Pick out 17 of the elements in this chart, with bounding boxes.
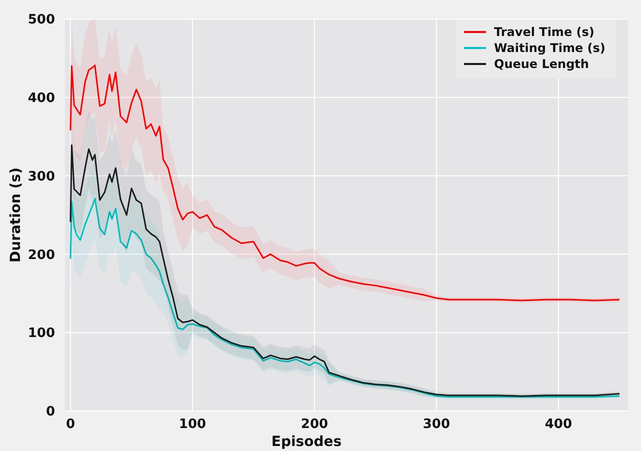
line-series bbox=[70, 198, 620, 398]
x-tick-label: 300 bbox=[422, 417, 450, 432]
y-axis-title: Duration (s) bbox=[8, 167, 24, 263]
x-tick-label: 0 bbox=[66, 417, 76, 432]
x-tick-label: 100 bbox=[178, 417, 206, 432]
y-tick-label: 200 bbox=[28, 248, 55, 263]
legend-label: Queue Length bbox=[494, 57, 589, 72]
x-tick-label: 400 bbox=[544, 417, 572, 432]
legend-label: Travel Time (s) bbox=[494, 25, 594, 40]
y-tick-label: 500 bbox=[28, 12, 55, 28]
x-tick-label: 200 bbox=[300, 417, 328, 432]
x-axis-title: Episodes bbox=[271, 434, 342, 450]
y-tick-label: 0 bbox=[46, 404, 55, 420]
y-tick-label: 400 bbox=[28, 90, 55, 106]
y-tick-label: 100 bbox=[28, 326, 55, 342]
y-tick-label: 300 bbox=[28, 169, 55, 184]
legend-label: Waiting Time (s) bbox=[494, 41, 606, 56]
